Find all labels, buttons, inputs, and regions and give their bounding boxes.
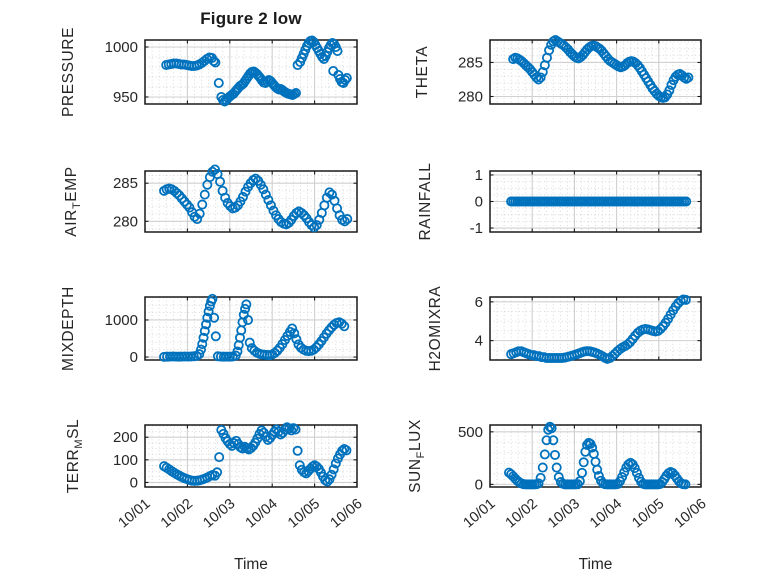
- y-tick-label: 1: [475, 167, 483, 184]
- y-tick-label: 1000: [105, 312, 138, 329]
- x-tick-label: 10/05: [285, 496, 323, 532]
- x-axis-label-right: Time: [578, 556, 613, 573]
- x-tick-label: 10/03: [200, 496, 238, 532]
- y-axis-label: AIRTEMP: [63, 166, 83, 236]
- y-axis-label: MIXDEPTH: [60, 286, 77, 371]
- x-tick-label: 10/04: [243, 496, 281, 532]
- y-axis-label: TERRMSL: [65, 419, 85, 494]
- x-tick-label: 10/02: [503, 496, 541, 532]
- subplot-pressure: 950 1000 PRESSURE: [60, 27, 358, 117]
- y-tick-label: 0: [475, 194, 483, 211]
- subplot-h2omixra: 4 6 H2OMIXRA: [427, 286, 702, 372]
- y-tick-label: 0: [130, 349, 138, 366]
- y-axis-label: PRESSURE: [60, 27, 77, 117]
- x-tick-label: 10/04: [587, 496, 625, 532]
- subplot-air-temp: 280 285 AIRTEMP: [63, 164, 358, 237]
- y-tick-label: 280: [113, 213, 138, 230]
- subplot-rainfall: -1 0 1 RAINFALL: [417, 162, 702, 241]
- y-axis-label: RAINFALL: [417, 162, 434, 240]
- y-tick-label: -1: [470, 220, 483, 237]
- y-tick-label: 950: [113, 89, 138, 106]
- y-tick-label: 285: [113, 175, 138, 192]
- x-tick-label: 10/02: [158, 496, 196, 532]
- x-tick-label: 10/05: [629, 496, 667, 532]
- y-axis-label: H2OMIXRA: [427, 286, 444, 372]
- y-tick-label: 0: [130, 474, 138, 491]
- x-axis-label-left: Time: [234, 556, 268, 573]
- y-tick-label: 500: [458, 424, 483, 441]
- y-tick-label: 1000: [105, 39, 138, 56]
- subplot-mixdepth: 0 1000 MIXDEPTH: [60, 286, 358, 371]
- y-tick-label: 285: [458, 54, 483, 71]
- y-axis-label: SUNFLUX: [407, 419, 427, 493]
- subplot-theta: 280 285 THETA: [414, 34, 702, 106]
- x-tick-label: 10/01: [460, 496, 498, 532]
- subplot-sun-flux: 0 500 SUNFLUX 10/01 10/02 10/03 10/04 10/05 10/0…: [407, 419, 710, 532]
- x-tick-label: 10/01: [115, 496, 153, 532]
- x-tick-label: 10/03: [545, 496, 583, 532]
- x-tick-label: 10/06: [671, 496, 709, 532]
- y-tick-label: 100: [113, 452, 138, 469]
- y-tick-label: 4: [475, 333, 483, 350]
- y-tick-label: 200: [113, 429, 138, 446]
- y-tick-label: 6: [475, 294, 483, 311]
- figure-title: Figure 2 low: [200, 9, 302, 28]
- x-tick-label: 10/06: [327, 496, 365, 532]
- y-axis-label: THETA: [414, 46, 431, 99]
- subplot-terr-msl: 0 100 200 TERRMSL 10/01 10/02 10/03 10/04 10/05 1…: [65, 419, 366, 532]
- y-tick-label: 280: [458, 89, 483, 106]
- y-tick-label: 0: [475, 476, 483, 493]
